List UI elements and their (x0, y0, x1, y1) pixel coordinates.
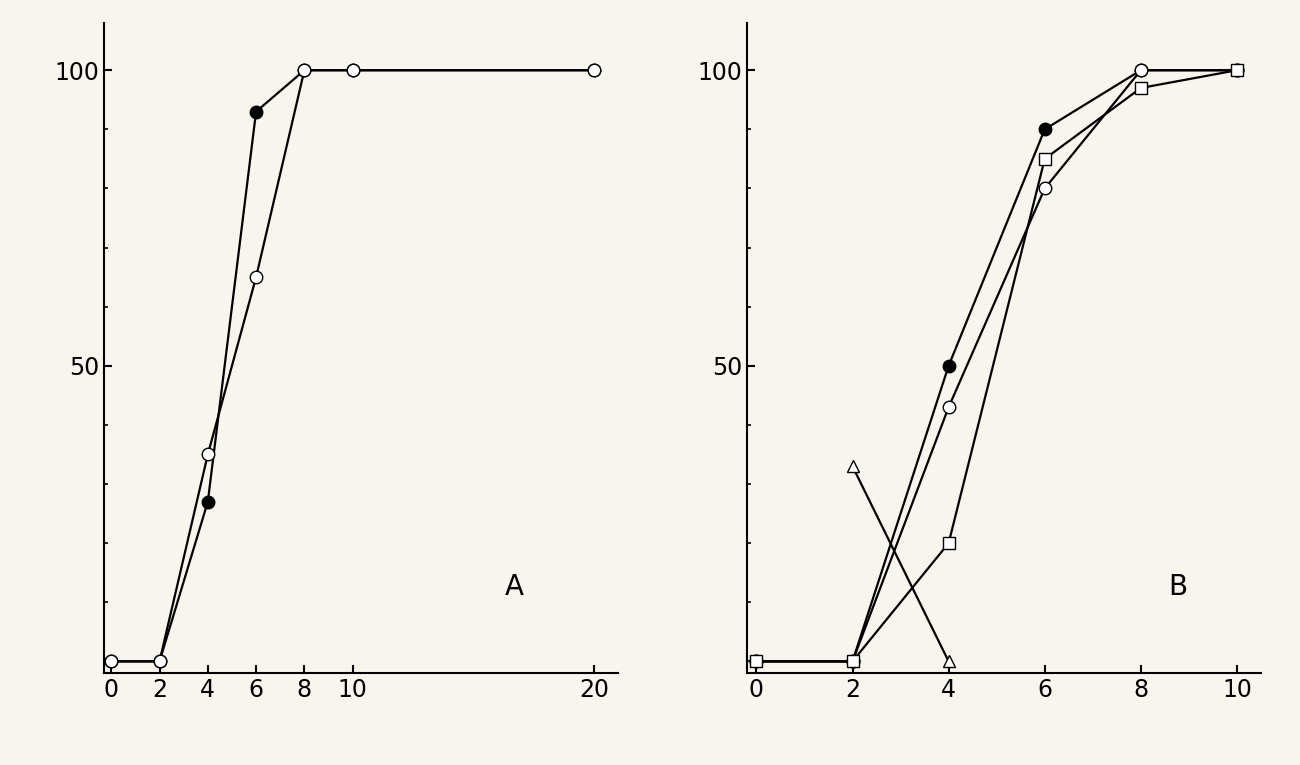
Text: B: B (1169, 573, 1188, 601)
Text: A: A (506, 573, 524, 601)
